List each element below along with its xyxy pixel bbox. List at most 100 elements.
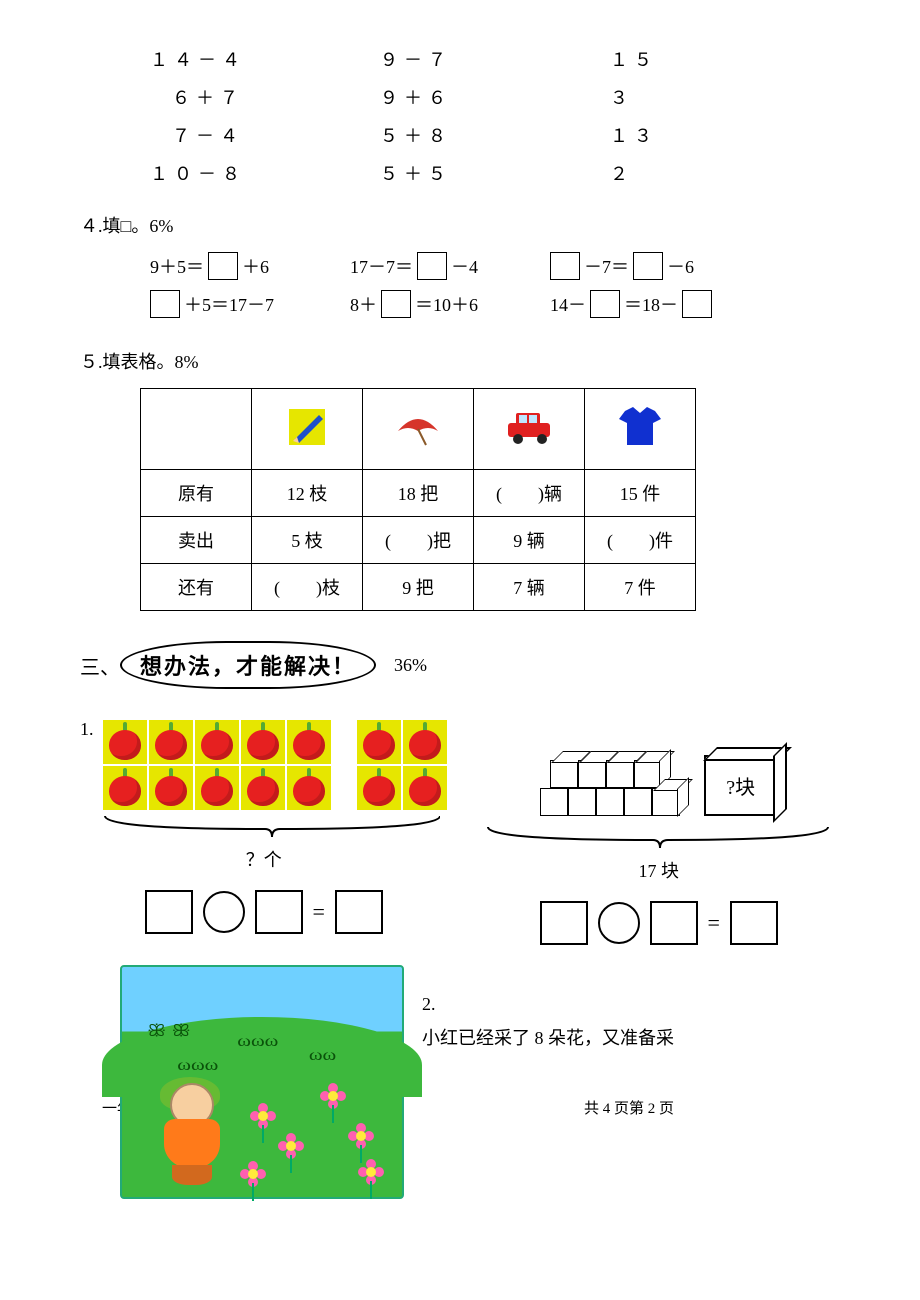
grass-icon: ωω: [309, 1047, 336, 1065]
arith-item: １０－８: [150, 154, 380, 192]
flower-icon: [322, 1085, 344, 1107]
shirt-icon: [615, 405, 665, 449]
apple-icon: [103, 720, 147, 764]
fill-cell: 14－ ＝18－: [550, 290, 750, 318]
apples-right: [356, 719, 448, 811]
eq-box[interactable]: [335, 890, 383, 934]
fill-text: 8＋: [350, 291, 377, 317]
apple-icon: [195, 720, 239, 764]
flower-icon: [242, 1163, 264, 1185]
arith-item: ９－７: [380, 40, 610, 78]
arith-item: ２: [610, 154, 840, 192]
section-3-header: 三、 想办法，才能解决！ 36%: [80, 641, 840, 689]
cube-icon: [596, 788, 624, 816]
blank-box[interactable]: [682, 290, 712, 318]
apple-icon: [195, 766, 239, 810]
problem-2: ꕥ ꕥ ωωω ωω ωωω 2. 小红已经采了 8 朵花，又准备采 一年级 共…: [80, 951, 840, 1199]
problem-2-number: 2.: [422, 987, 674, 1021]
fill-text: 17－7＝: [350, 253, 413, 279]
arith-col-2: ９－７ ９＋６ ５＋８ ５＋５: [380, 40, 610, 192]
apples-left: [102, 719, 332, 811]
apples-group: [102, 719, 448, 811]
cube-icon: [624, 788, 652, 816]
row-label: 卖出: [141, 517, 252, 564]
item-table: 原有 12 枝 18 把 ( )辆 15 件 卖出 5 枝 ( )把 9 辆 (…: [140, 388, 696, 611]
table-cell[interactable]: ( )枝: [252, 564, 363, 611]
cube-stack: [540, 760, 680, 816]
problem-2-text: 小红已经采了 8 朵花，又准备采: [422, 1021, 674, 1055]
fill-text: －4: [451, 253, 478, 279]
blank-box[interactable]: [590, 290, 620, 318]
footer-right: 共 4 页第 2 页: [584, 1095, 674, 1124]
fill-text: ＝10＋6: [415, 291, 478, 317]
equation-line: =: [478, 901, 841, 945]
cube-icon: [578, 760, 606, 788]
eq-box[interactable]: [145, 890, 193, 934]
flower-icon: [280, 1135, 302, 1157]
problems-row: 1. ？个 =: [80, 719, 840, 945]
table-cell: 5 枝: [252, 517, 363, 564]
table-cell: 9 辆: [474, 517, 585, 564]
apple-icon: [241, 766, 285, 810]
table-header-umbrella: [363, 389, 474, 470]
table-row: 还有 ( )枝 9 把 7 辆 7 件: [141, 564, 696, 611]
fill-text: －6: [667, 253, 694, 279]
arith-item: ９＋６: [380, 78, 610, 116]
arith-col-3: １５ ３ １３ ２: [610, 40, 840, 192]
fill-row: ＋5＝17－7 8＋ ＝10＋6 14－ ＝18－: [150, 290, 840, 318]
eq-circle[interactable]: [203, 891, 245, 933]
apple-icon: [149, 766, 193, 810]
equals-sign: =: [313, 899, 325, 925]
equation-line: =: [80, 890, 448, 934]
cube-icon: [550, 760, 578, 788]
table-header-pencil: [252, 389, 363, 470]
problem-1-number: 1.: [80, 719, 94, 740]
eq-box[interactable]: [540, 901, 588, 945]
table-cell: 7 件: [585, 564, 696, 611]
eq-box[interactable]: [730, 901, 778, 945]
fill-cell: －7＝－6: [550, 252, 750, 280]
table-cell[interactable]: ( )把: [363, 517, 474, 564]
grass-icon: ωωω: [237, 1033, 278, 1051]
apple-icon: [403, 720, 447, 764]
apple-icon: [149, 720, 193, 764]
blank-box[interactable]: [150, 290, 180, 318]
section-3-bubble: 想办法，才能解决！: [120, 641, 376, 689]
fill-text: ＝18－: [624, 291, 678, 317]
blank-box[interactable]: [550, 252, 580, 280]
cube-icon: [568, 788, 596, 816]
row-label: 原有: [141, 470, 252, 517]
arith-item: ５＋８: [380, 116, 610, 154]
blank-box[interactable]: [633, 252, 663, 280]
cube-icon: [606, 760, 634, 788]
row-label: 还有: [141, 564, 252, 611]
apple-icon: [357, 766, 401, 810]
table-header-row: [141, 389, 696, 470]
table-cell: 12 枝: [252, 470, 363, 517]
flower-scene: ꕥ ꕥ ωωω ωω ωωω: [120, 965, 404, 1199]
table-cell[interactable]: ( )辆: [474, 470, 585, 517]
blank-box[interactable]: [417, 252, 447, 280]
blank-box[interactable]: [208, 252, 238, 280]
fill-text: 14－: [550, 291, 586, 317]
eq-circle[interactable]: [598, 902, 640, 944]
umbrella-icon: [392, 405, 444, 449]
fill-text: ＋6: [242, 253, 269, 279]
grass-icon: ωωω: [177, 1057, 218, 1075]
problem-2-text-block: 2. 小红已经采了 8 朵花，又准备采 一年级 共 4 页第 2 页: [422, 987, 674, 1199]
problem-1-question: ？个: [80, 846, 448, 872]
eq-box[interactable]: [255, 890, 303, 934]
fill-text: ＋5＝17－7: [184, 291, 274, 317]
girl-icon: [146, 1079, 236, 1189]
arith-item: １５: [610, 40, 840, 78]
fill-cell: 9＋5＝＋6: [150, 252, 350, 280]
fill-cell: ＋5＝17－7: [150, 290, 350, 318]
table-cell[interactable]: ( )件: [585, 517, 696, 564]
arith-item: １３: [610, 116, 840, 154]
apple-icon: [287, 766, 331, 810]
table-cell: 7 辆: [474, 564, 585, 611]
apple-icon: [287, 720, 331, 764]
blank-box[interactable]: [381, 290, 411, 318]
eq-box[interactable]: [650, 901, 698, 945]
brace-icon: [478, 822, 838, 852]
